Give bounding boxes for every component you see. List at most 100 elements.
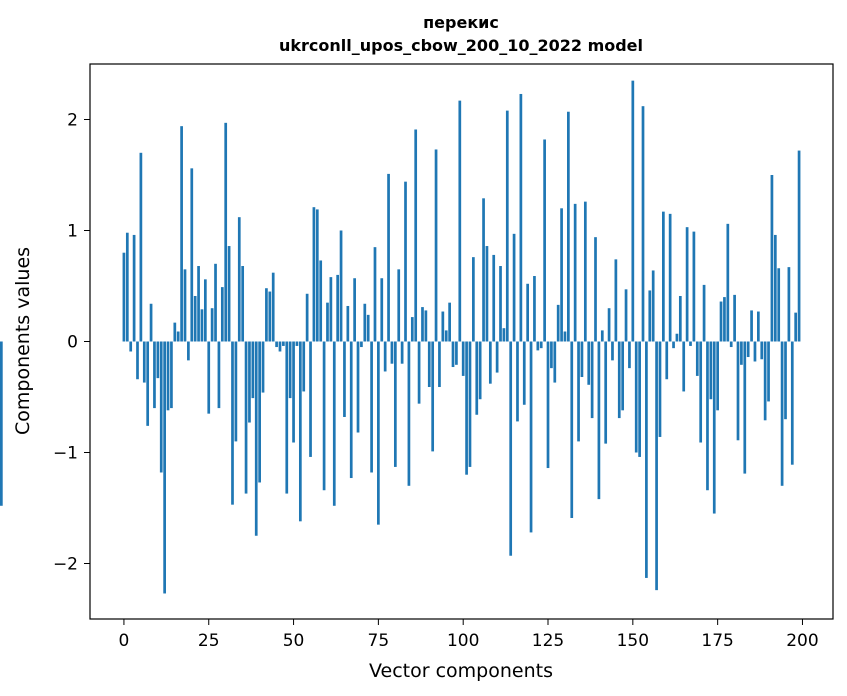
- bar-72: [366, 314, 370, 342]
- bar-77: [383, 341, 387, 372]
- bar-22: [197, 266, 200, 342]
- bar-5: [139, 152, 143, 342]
- bar-71: [363, 303, 367, 342]
- bar-103: [472, 257, 475, 342]
- bar-172: [706, 341, 709, 491]
- bar-101: [465, 341, 468, 475]
- bar-113: [505, 110, 509, 342]
- bar-78: [387, 173, 390, 342]
- bar-102: [468, 341, 472, 467]
- bar-4: [136, 341, 139, 380]
- bar-89: [424, 310, 428, 342]
- bar-193: [777, 268, 781, 342]
- bar-57: [315, 209, 319, 342]
- x-tick-label: 200: [786, 631, 818, 651]
- bar-52: [298, 341, 302, 522]
- bar-110: [495, 341, 499, 373]
- bar-66: [346, 305, 350, 342]
- bar-195: [784, 341, 787, 420]
- bar-23: [200, 309, 204, 342]
- bar-184: [746, 341, 750, 358]
- bar-33: [234, 341, 238, 442]
- bar-179: [729, 341, 733, 348]
- bar-187: [757, 311, 760, 342]
- x-tick-label: 50: [283, 631, 305, 651]
- bar-197: [790, 341, 794, 465]
- bar-18: [183, 269, 187, 342]
- bar-169: [695, 341, 699, 376]
- bar-61: [329, 277, 333, 342]
- bar-190: [767, 341, 770, 402]
- bar-20: [190, 168, 194, 342]
- bar-74: [373, 247, 377, 342]
- bar-64: [339, 230, 343, 342]
- bar-59: [322, 341, 326, 491]
- x-tick-label: 0: [119, 631, 130, 651]
- bar-189: [763, 341, 767, 421]
- bar-148: [624, 289, 628, 342]
- bar-63: [336, 274, 340, 342]
- bar-84: [407, 341, 411, 486]
- bar-86: [414, 129, 418, 342]
- bar-35: [241, 266, 245, 342]
- bar-162: [672, 341, 675, 349]
- bar-70: [360, 341, 363, 348]
- bar-149: [628, 341, 631, 369]
- bar-67: [349, 341, 353, 479]
- bar-136: [583, 201, 587, 342]
- bar-182: [740, 341, 743, 365]
- bar-56: [312, 207, 316, 342]
- x-tick-label: 125: [532, 631, 564, 651]
- bar-112: [502, 328, 506, 342]
- bar-127: [553, 341, 557, 383]
- bar-171: [702, 284, 706, 342]
- bar-161: [668, 213, 672, 342]
- bar-43: [268, 291, 272, 342]
- bars-group: [0, 80, 801, 594]
- bar-1: [125, 232, 129, 342]
- bar-17: [180, 126, 183, 342]
- bar-105: [478, 341, 482, 400]
- bar-7: [146, 341, 150, 426]
- x-tick-label: 25: [198, 631, 220, 651]
- bar-65: [343, 341, 346, 417]
- bar-178: [726, 223, 730, 342]
- bar-186: [753, 341, 757, 362]
- bar-26: [210, 308, 214, 342]
- bar-32: [231, 341, 234, 505]
- bar-115: [512, 233, 516, 342]
- bar-174: [712, 341, 716, 514]
- bar-46: [278, 341, 282, 352]
- bar-191: [770, 175, 774, 342]
- bar-21: [193, 295, 197, 342]
- chart-title-line2: ukrconll_upos_cbow_200_10_2022 model: [279, 36, 643, 55]
- bar-108: [488, 341, 492, 384]
- bar-158: [658, 341, 662, 437]
- bar-69: [356, 341, 360, 433]
- bar-28: [217, 341, 221, 409]
- bar-167: [689, 341, 692, 346]
- bar-97: [451, 341, 455, 368]
- bar-44: [271, 272, 275, 342]
- bar-93: [438, 341, 441, 388]
- bar-122: [536, 341, 540, 351]
- bar-118: [522, 341, 526, 405]
- bar-3: [132, 234, 136, 342]
- x-tick-label: 100: [447, 631, 479, 651]
- bar-92: [434, 149, 438, 342]
- y-tick-label: 2: [67, 111, 78, 131]
- bar-49: [288, 341, 292, 399]
- bar-88: [421, 307, 424, 342]
- bar-58: [319, 260, 323, 342]
- bar-160: [665, 341, 669, 380]
- bar-143: [607, 308, 611, 342]
- bar-107: [485, 246, 489, 342]
- bar-123: [539, 341, 543, 349]
- bar-16: [176, 331, 180, 342]
- bar-142: [604, 341, 608, 444]
- bar-196: [787, 267, 791, 342]
- bar-81: [397, 269, 401, 342]
- bar-45: [275, 341, 278, 348]
- bar-undefined: [0, 341, 3, 506]
- bar-55: [309, 341, 312, 457]
